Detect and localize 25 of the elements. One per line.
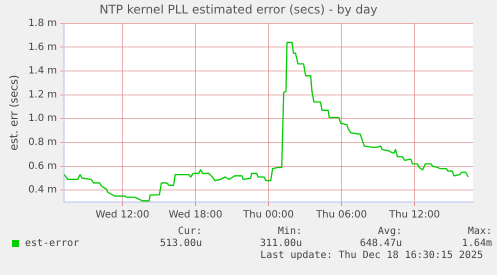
y-tick-label: 1.0 m	[28, 113, 58, 124]
x-tick-label: Thu 06:00	[315, 210, 367, 221]
text: 648.47u	[358, 238, 402, 249]
x-tick-label: Thu 12:00	[388, 210, 440, 221]
text: 1.64m	[460, 238, 492, 249]
y-tick-label: 1.2 m	[28, 89, 58, 100]
y-tick-label: 1.4 m	[28, 66, 58, 77]
text: Cur:	[176, 226, 202, 237]
y-tick-label: 0.4 m	[28, 184, 58, 196]
y-tick-label: 1.6 m	[28, 42, 58, 53]
x-tick-label: Wed 12:00	[96, 210, 150, 221]
text: Min:	[276, 226, 302, 237]
text: Max:	[466, 226, 492, 237]
chart-title: NTP kernel PLL estimated error (secs) - by day	[99, 2, 378, 16]
y-tick-label: 0.6 m	[28, 160, 58, 172]
text: Avg:	[376, 226, 402, 237]
x-tick-label: Wed 18:00	[168, 210, 222, 221]
y-tick-label: 1.8 m	[28, 18, 58, 29]
y-tick-label: 0.8 m	[28, 137, 58, 148]
legend-label: est-error	[25, 238, 80, 249]
text: 513.00u	[158, 238, 202, 249]
text: 311.00u	[258, 238, 302, 249]
x-tick-label: Thu 00:00	[242, 210, 294, 221]
y-axis-title: est. err (secs)	[7, 74, 20, 151]
text: Last update: Thu Dec 18 16:30:15 2025	[259, 250, 483, 261]
